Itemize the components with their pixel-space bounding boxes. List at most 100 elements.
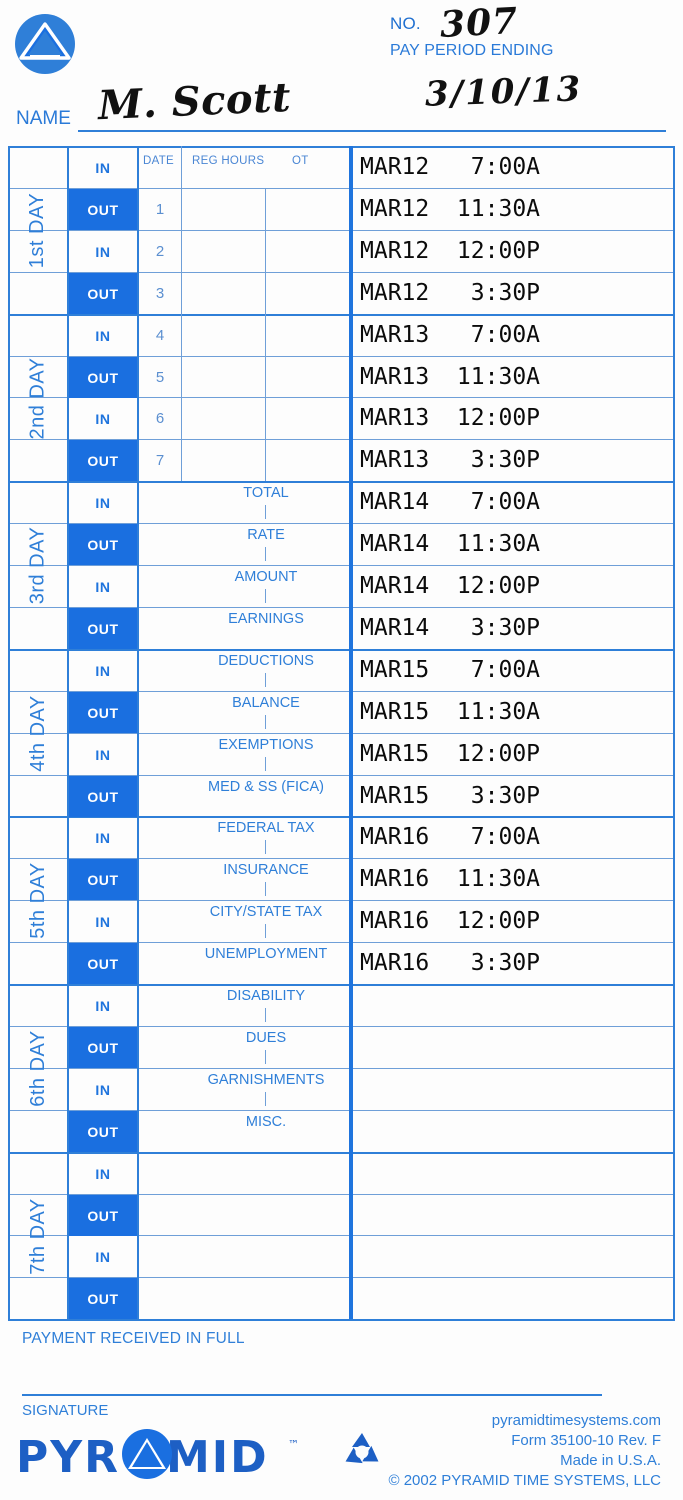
row-divider xyxy=(8,1110,675,1111)
reg-hours-column-divider xyxy=(265,188,266,481)
day-divider xyxy=(8,1319,675,1321)
punch-out-cell[interactable]: OUT xyxy=(69,357,137,398)
day-divider xyxy=(8,649,675,651)
payroll-label: TOTAL xyxy=(243,485,289,501)
date-column-divider xyxy=(181,146,182,481)
svg-text:PYR: PYR xyxy=(16,1432,120,1483)
punch-in-cell[interactable]: IN xyxy=(95,913,111,930)
punch-in-cell[interactable]: IN xyxy=(95,327,111,344)
punch-in-cell[interactable]: IN xyxy=(95,1081,111,1098)
pay-period-value: 3/10/13 xyxy=(424,69,583,115)
punch-in-cell[interactable]: IN xyxy=(95,829,111,846)
trademark-symbol: ™ xyxy=(288,1438,299,1451)
signature-label: SIGNATURE xyxy=(22,1402,109,1419)
punch-in-cell[interactable]: IN xyxy=(95,410,111,427)
form-text: Form 35100-10 Rev. F xyxy=(511,1432,661,1449)
timecard-grid: DATE REG HOURS OT 1st DAY 2nd DAY 3rd DAY 4th … xyxy=(8,146,675,1324)
punch-in-cell[interactable]: IN xyxy=(95,578,111,595)
punch-out-cell[interactable]: OUT xyxy=(69,692,137,733)
row-divider xyxy=(8,1026,675,1027)
day-label-text: 7th DAY xyxy=(26,1197,49,1275)
row-divider xyxy=(8,1235,675,1236)
payroll-label-tick xyxy=(265,757,266,771)
date-number-cell[interactable]: 4 xyxy=(155,326,165,344)
day-divider xyxy=(8,314,675,316)
website-text: pyramidtimesystems.com xyxy=(491,1412,661,1429)
row-divider xyxy=(8,356,675,357)
punch-in-cell[interactable]: IN xyxy=(95,662,111,679)
payroll-label: MISC. xyxy=(245,1114,287,1130)
day-label-cell: 6th DAY xyxy=(8,984,68,1152)
date-number-cell[interactable]: 7 xyxy=(155,451,165,469)
column-header-date: DATE xyxy=(143,155,175,167)
date-number-cell[interactable]: 2 xyxy=(155,242,165,260)
punch-out-cell[interactable]: OUT xyxy=(69,943,137,984)
recycle-icon xyxy=(345,1433,379,1464)
punch-out-cell[interactable]: OUT xyxy=(69,273,137,314)
row-divider xyxy=(8,523,675,524)
payroll-label-tick xyxy=(265,1092,266,1106)
punch-in-cell[interactable]: IN xyxy=(95,159,111,176)
punch-time-value: MAR15 12:00P xyxy=(360,741,541,767)
punch-area-divider xyxy=(349,146,353,1320)
card-header: NO. 307 PAY PERIOD ENDING 3/10/13 NAME M… xyxy=(0,0,683,145)
day-label-text: 5th DAY xyxy=(26,861,49,939)
day-label-cell: 5th DAY xyxy=(8,816,68,984)
punch-out-cell[interactable]: OUT xyxy=(69,440,137,481)
punch-in-cell[interactable]: IN xyxy=(95,494,111,511)
payment-received-label: PAYMENT RECEIVED IN FULL xyxy=(22,1330,245,1347)
row-divider xyxy=(8,1194,675,1195)
row-divider xyxy=(8,230,675,231)
punch-out-cell[interactable]: OUT xyxy=(69,608,137,649)
punch-time-value: MAR13 11:30A xyxy=(360,364,541,390)
punch-out-cell[interactable]: OUT xyxy=(69,189,137,230)
punch-time-value: MAR16 12:00P xyxy=(360,908,541,934)
punch-time-value: MAR15 7:00A xyxy=(360,657,541,683)
punch-out-cell[interactable]: OUT xyxy=(69,1278,137,1319)
payroll-label-tick xyxy=(265,882,266,896)
day-divider xyxy=(8,984,675,986)
punch-in-cell[interactable]: IN xyxy=(95,997,111,1014)
punch-time-value: MAR16 7:00A xyxy=(360,824,541,850)
punch-time-value: MAR14 3:30P xyxy=(360,615,541,641)
date-number-cell[interactable]: 5 xyxy=(155,368,165,386)
punch-out-cell[interactable]: OUT xyxy=(69,524,137,565)
day-label-text: 4th DAY xyxy=(26,694,49,772)
punch-out-cell[interactable]: OUT xyxy=(69,1027,137,1068)
name-rule xyxy=(78,130,666,132)
date-number-cell[interactable]: 6 xyxy=(155,409,165,427)
payroll-label: BALANCE xyxy=(232,695,300,711)
punch-time-value: MAR16 3:30P xyxy=(360,950,541,976)
name-value: M. Scott xyxy=(97,73,292,130)
day-label-cell: 3rd DAY xyxy=(8,481,68,649)
punch-out-cell[interactable]: OUT xyxy=(69,859,137,900)
payroll-label: CITY/STATE TAX xyxy=(209,904,323,920)
punch-time-value: MAR15 3:30P xyxy=(360,783,541,809)
payroll-label: DUES xyxy=(245,1030,287,1046)
punch-out-cell[interactable]: OUT xyxy=(69,776,137,817)
punch-in-cell[interactable]: IN xyxy=(95,746,111,763)
punch-time-value: MAR14 7:00A xyxy=(360,489,541,515)
day-divider xyxy=(8,1152,675,1154)
punch-time-value: MAR13 3:30P xyxy=(360,447,541,473)
punch-in-cell[interactable]: IN xyxy=(95,243,111,260)
payroll-label-tick xyxy=(265,547,266,561)
row-divider xyxy=(8,1068,675,1069)
punch-in-cell[interactable]: IN xyxy=(95,1248,111,1265)
date-number-cell[interactable]: 3 xyxy=(155,284,165,302)
punch-in-cell[interactable]: IN xyxy=(95,1165,111,1182)
row-divider xyxy=(8,565,675,566)
date-number-cell[interactable]: 1 xyxy=(155,200,165,218)
row-divider xyxy=(8,858,675,859)
punch-time-value: MAR14 12:00P xyxy=(360,573,541,599)
punch-time-value: MAR16 11:30A xyxy=(360,866,541,892)
punch-out-cell[interactable]: OUT xyxy=(69,1111,137,1152)
payroll-label-tick xyxy=(265,1008,266,1022)
day-label-cell: 4th DAY xyxy=(8,649,68,817)
day-label-cell: 2nd DAY xyxy=(8,314,68,482)
row-divider xyxy=(8,397,675,398)
payroll-label-tick xyxy=(265,505,266,519)
payroll-label: DISABILITY xyxy=(226,988,306,1004)
punch-out-cell[interactable]: OUT xyxy=(69,1195,137,1236)
